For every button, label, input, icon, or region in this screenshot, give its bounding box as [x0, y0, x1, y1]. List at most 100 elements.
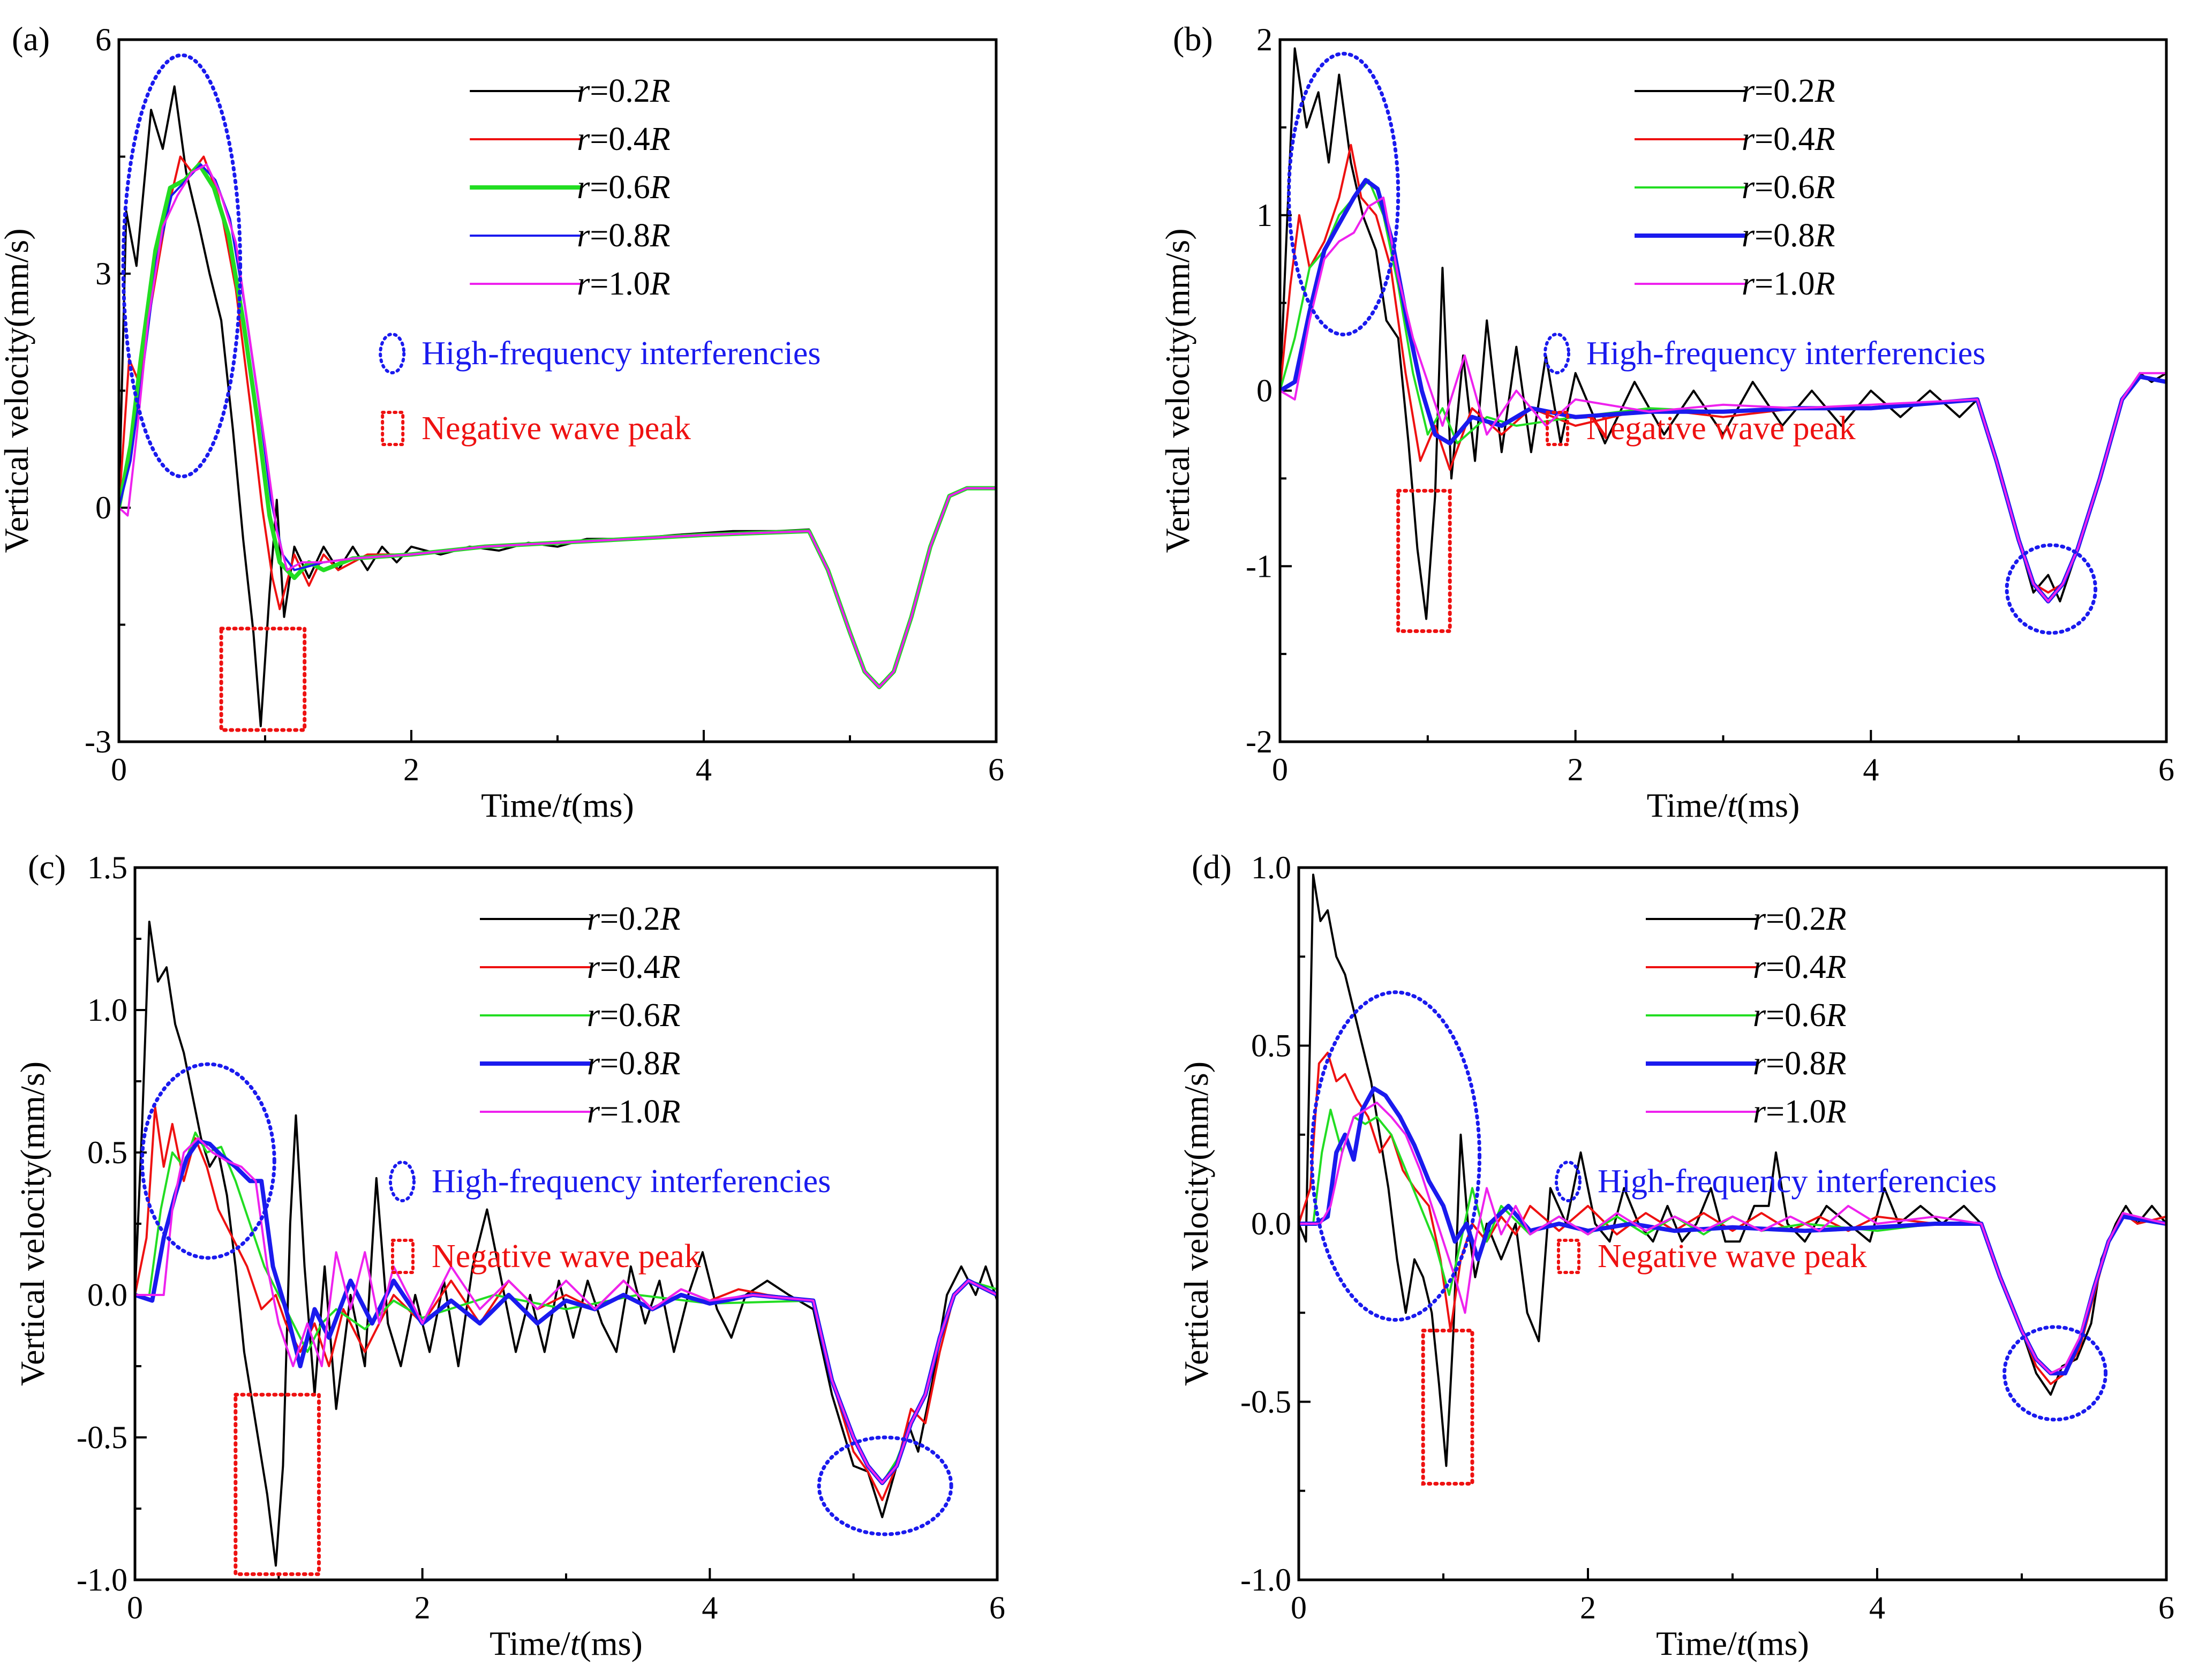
interference-ellipse — [1287, 51, 1401, 337]
x-tick-label: 4 — [1869, 1590, 1885, 1625]
plot-frame — [1278, 38, 2168, 743]
legend-value: =0.4 — [1766, 949, 1826, 985]
legend-var: r — [1742, 266, 1755, 302]
y-tick-label: -3 — [85, 724, 111, 759]
legend-radius: R — [1826, 901, 1847, 937]
legend-radius: R — [650, 73, 671, 109]
legend-value: =0.4 — [1755, 121, 1814, 157]
series-line-r10 — [119, 163, 996, 688]
y-tick-label: -1.0 — [77, 1562, 127, 1598]
legend-value: =0.8 — [1755, 217, 1814, 254]
x-axis-title: Time/t(ms) — [490, 1624, 643, 1662]
legend-label: r=1.0R — [587, 1094, 680, 1130]
y-tick-label: -1.0 — [1240, 1562, 1291, 1598]
x-tick-label: 4 — [1863, 752, 1879, 787]
negative-peak-box — [1396, 488, 1452, 634]
x-axis-title: Time/t(ms) — [1656, 1624, 1809, 1662]
legend-radius: R — [1814, 169, 1835, 206]
x-tick-label: 6 — [988, 752, 1004, 787]
legend-label: r=0.8R — [577, 217, 670, 254]
y-tick-label: 0.5 — [1251, 1028, 1291, 1064]
y-axis-title: Vertical velocity(mm/s) — [13, 1061, 51, 1386]
legend-value: =0.6 — [1755, 169, 1814, 206]
negative-peak-box — [219, 627, 307, 732]
legend-radius: R — [650, 266, 671, 302]
x-tick-label: 6 — [989, 1590, 1005, 1625]
legend-var: r — [577, 217, 590, 254]
x-tick-label: 4 — [696, 752, 712, 787]
legend-var: r — [577, 266, 590, 302]
y-tick-label: 3 — [95, 256, 111, 291]
legend-var: r — [1742, 73, 1755, 109]
interference-key-icon — [1555, 1161, 1582, 1202]
legend-var: r — [1753, 949, 1766, 985]
legend-radius: R — [1826, 949, 1847, 985]
negative-peak-key-label: Negative wave peak — [1586, 410, 1856, 447]
panel-c: 0 2 4 6-1.0-0.50.00.51.01.5r=0.2Rr=0.4Rr=0.… — [13, 848, 1005, 1662]
legend-label: r=0.4R — [587, 949, 680, 985]
series-line-r02 — [135, 921, 997, 1567]
legend-value: =1.0 — [600, 1094, 660, 1130]
y-tick-label: -0.5 — [1240, 1384, 1291, 1420]
y-tick-label: 0.0 — [87, 1277, 127, 1313]
series-group — [119, 85, 996, 727]
interference-key-label: High-frequency interferencies — [1598, 1163, 1997, 1200]
interference-ellipse — [140, 1062, 276, 1260]
x-axis-title-suffix: (ms) — [1746, 1624, 1809, 1662]
legend-label: r=1.0R — [577, 266, 670, 302]
series-line-r10 — [1299, 1101, 2166, 1375]
y-tick-label: 0.0 — [1251, 1206, 1291, 1241]
x-axis-title-suffix: (ms) — [1737, 786, 1800, 824]
panel-label: (d) — [1192, 848, 1232, 886]
interference-ellipse — [817, 1435, 953, 1536]
legend-value: =0.8 — [590, 217, 650, 254]
legend-label: r=0.2R — [587, 901, 680, 937]
legend-label: r=1.0R — [1753, 1094, 1846, 1130]
legend-radius: R — [650, 217, 671, 254]
legend-radius: R — [660, 949, 681, 985]
y-tick-label: 0 — [1256, 373, 1273, 409]
legend-var: r — [587, 1094, 600, 1130]
legend-radius: R — [660, 901, 681, 937]
x-axis-title-prefix: Time/ — [1656, 1624, 1737, 1662]
y-tick-label: 1.0 — [87, 992, 127, 1028]
legend-radius: R — [1826, 1094, 1847, 1130]
legend-value: =0.6 — [1766, 997, 1826, 1034]
y-tick-label: 2 — [1256, 22, 1273, 57]
panel-label: (c) — [28, 848, 66, 886]
legend-var: r — [1753, 901, 1766, 937]
legend-label: r=0.6R — [587, 997, 680, 1034]
legend-radius: R — [1814, 217, 1835, 254]
negative-peak-key-icon — [1546, 411, 1569, 446]
negative-peak-box — [1421, 1329, 1474, 1486]
y-tick-label: -1 — [1246, 548, 1273, 584]
legend-value: =0.6 — [600, 997, 660, 1034]
x-tick-label: 2 — [1580, 1590, 1596, 1625]
interference-ellipse — [121, 53, 243, 479]
y-axis-title: Vertical velocity(mm/s) — [0, 228, 35, 553]
legend-var: r — [1753, 1045, 1766, 1082]
x-axis-title-var: t — [1727, 786, 1738, 824]
legend-value: =0.2 — [1766, 901, 1826, 937]
legend-value: =1.0 — [590, 266, 650, 302]
legend-var: r — [1753, 1094, 1766, 1130]
x-tick-label: 0 — [1291, 1590, 1307, 1625]
legend-value: =0.6 — [590, 169, 650, 206]
legend-radius: R — [1826, 997, 1847, 1034]
y-tick-label: -0.5 — [77, 1420, 127, 1455]
legend-radius: R — [1814, 121, 1835, 157]
legend-value: =0.2 — [590, 73, 650, 109]
legend-label: r=0.8R — [1742, 217, 1835, 254]
y-axis-title: Vertical velocity(mm/s) — [1177, 1061, 1215, 1386]
series-group — [135, 921, 997, 1567]
plot-frame — [117, 38, 998, 743]
series-line-r04 — [1299, 1051, 2166, 1385]
legend-label: r=1.0R — [1742, 266, 1835, 302]
x-axis-title-var: t — [562, 786, 573, 824]
legend-label: r=0.2R — [577, 73, 670, 109]
x-tick-label: 2 — [1568, 752, 1584, 787]
y-tick-label: 1 — [1256, 198, 1273, 233]
negative-peak-key-icon — [381, 411, 405, 446]
y-tick-label: 1.5 — [87, 850, 127, 885]
